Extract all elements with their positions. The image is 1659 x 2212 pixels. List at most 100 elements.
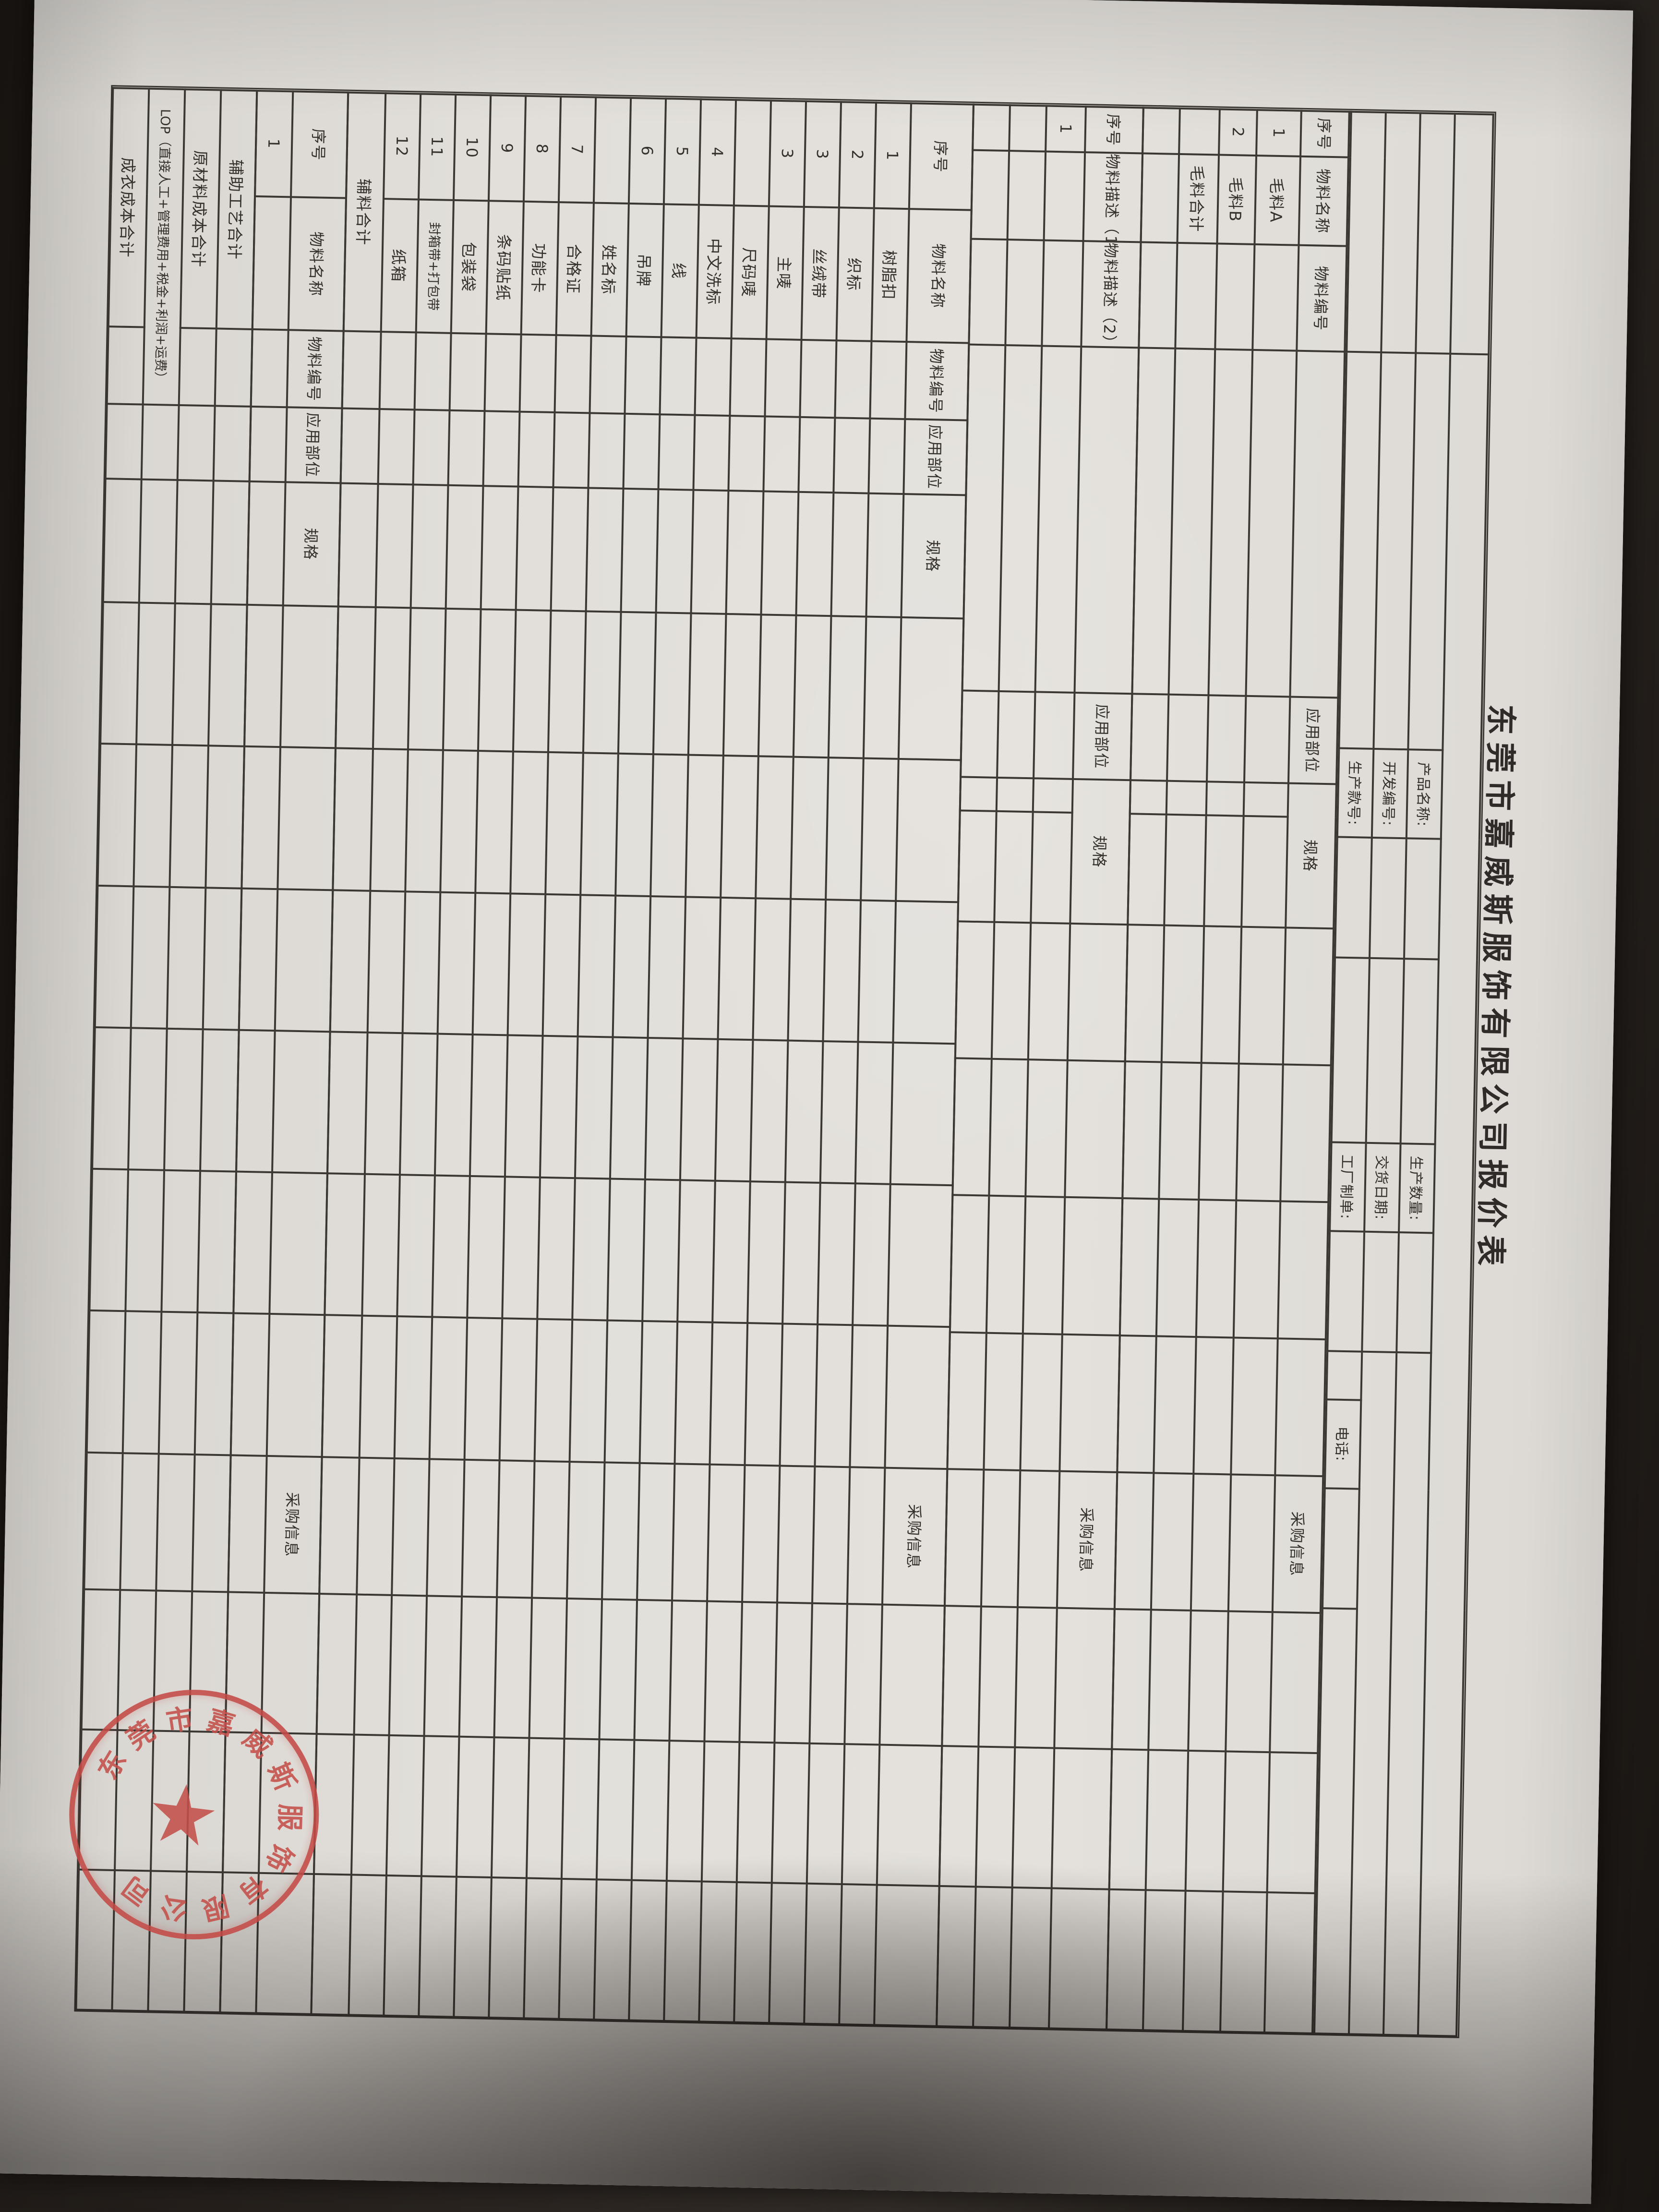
empty-cell bbox=[389, 1595, 427, 1736]
empty-cell bbox=[645, 1037, 683, 1180]
empty-cell bbox=[211, 481, 250, 605]
total-label: LOP（直接人工+管理费用+税金+利润+运费） bbox=[143, 88, 185, 405]
seal-character: 市 bbox=[164, 1703, 195, 1738]
empty-cell bbox=[991, 922, 1031, 1060]
empty-cell bbox=[602, 1462, 640, 1600]
empty-cell bbox=[513, 610, 551, 753]
empty-cell bbox=[615, 754, 653, 896]
empty-cell bbox=[660, 337, 697, 415]
empty-header-cell bbox=[893, 901, 959, 1044]
empty-cell bbox=[1208, 349, 1253, 696]
phone-value bbox=[1322, 1488, 1359, 1609]
empty-cell bbox=[84, 1452, 123, 1590]
empty-cell bbox=[973, 104, 1010, 151]
empty-cell bbox=[316, 1594, 357, 1735]
empty-cell bbox=[1241, 816, 1288, 928]
empty-header-cell bbox=[888, 1184, 953, 1327]
column-header: 应用部位 bbox=[903, 419, 968, 495]
row-number-cell: 4 bbox=[698, 99, 736, 206]
empty-cell bbox=[351, 1734, 389, 1875]
empty-cell bbox=[239, 888, 278, 1031]
row-number-cell: 2 bbox=[839, 102, 877, 208]
empty-cell bbox=[994, 811, 1033, 923]
row-number-cell: 7 bbox=[558, 96, 596, 203]
row-number-cell: 3 bbox=[769, 100, 806, 207]
empty-cell bbox=[249, 406, 287, 482]
empty-cell bbox=[192, 1454, 231, 1592]
row-number-cell bbox=[1179, 108, 1220, 155]
empty-cell bbox=[952, 1058, 992, 1196]
empty-cell bbox=[866, 493, 904, 617]
empty-cell bbox=[975, 1746, 1015, 1887]
empty-cell bbox=[1010, 1887, 1052, 2029]
empty-cell bbox=[683, 897, 721, 1039]
empty-cell bbox=[454, 1876, 492, 2018]
column-header: 采购信息 bbox=[1272, 1475, 1323, 1613]
empty-cell bbox=[133, 744, 173, 887]
style-no-value bbox=[1335, 837, 1372, 958]
empty-cell bbox=[1130, 694, 1169, 781]
empty-cell bbox=[804, 1883, 842, 2025]
empty-cell bbox=[730, 338, 767, 417]
empty-cell bbox=[437, 892, 476, 1034]
empty-cell bbox=[1015, 1607, 1057, 1748]
column-header: 规格 bbox=[283, 482, 341, 607]
empty-cell bbox=[1381, 112, 1420, 353]
empty-cell bbox=[950, 1195, 989, 1333]
empty-cell bbox=[1204, 815, 1244, 927]
empty-cell bbox=[1139, 242, 1178, 349]
empty-cell bbox=[978, 1606, 1018, 1748]
empty-cell bbox=[516, 486, 553, 611]
row-number-cell: 3 bbox=[804, 101, 842, 208]
empty-cell bbox=[1025, 1059, 1068, 1197]
empty-cell bbox=[97, 744, 137, 886]
empty-cell bbox=[969, 239, 1008, 346]
empty-cell bbox=[86, 1310, 126, 1453]
empty-cell bbox=[955, 921, 995, 1059]
empty-cell bbox=[1366, 958, 1404, 1144]
empty-cell bbox=[537, 1177, 575, 1320]
row-number-cell: 10 bbox=[453, 94, 491, 201]
empty-cell bbox=[944, 1468, 984, 1607]
empty-cell bbox=[761, 491, 799, 615]
empty-cell bbox=[839, 1884, 877, 2025]
empty-cell bbox=[577, 894, 616, 1037]
empty-cell bbox=[680, 1038, 718, 1181]
empty-cell bbox=[572, 1178, 610, 1321]
empty-cell bbox=[156, 1454, 195, 1591]
factory-order-value bbox=[1327, 1231, 1365, 1352]
seal-character: 服 bbox=[273, 1803, 306, 1831]
empty-cell bbox=[704, 1601, 743, 1743]
empty-cell bbox=[330, 890, 371, 1033]
empty-cell bbox=[1331, 957, 1370, 1143]
empty-cell bbox=[815, 1324, 853, 1467]
column-header: 序号 bbox=[291, 91, 349, 198]
empty-cell bbox=[139, 479, 178, 603]
empty-cell bbox=[639, 1321, 678, 1464]
empty-cell bbox=[828, 616, 866, 758]
empty-cell bbox=[483, 410, 520, 487]
empty-cell bbox=[750, 1040, 788, 1182]
empty-cell bbox=[200, 1029, 239, 1172]
empty-cell bbox=[95, 885, 134, 1028]
section-accessories: 序号 物料名称 物料编号 应用部位 规格 采购信息 1 树脂扣 2 织标 3 丝绒带 3 主唛 尺码唛 4 中文… bbox=[310, 92, 974, 2027]
empty-cell bbox=[850, 1325, 888, 1468]
empty-cell bbox=[103, 478, 142, 603]
empty-cell bbox=[336, 606, 376, 749]
empty-cell bbox=[589, 336, 626, 414]
empty-cell bbox=[1106, 1889, 1146, 2031]
empty-cell bbox=[693, 415, 730, 491]
empty-header-cell bbox=[1062, 1197, 1123, 1335]
column-header: 物料编号 bbox=[287, 330, 344, 409]
empty-cell bbox=[610, 1037, 648, 1180]
empty-cell bbox=[354, 1594, 392, 1736]
empty-cell bbox=[1164, 815, 1206, 926]
material-name-cell bbox=[1044, 151, 1085, 241]
empty-cell bbox=[806, 1743, 845, 1884]
product-name-value bbox=[1404, 838, 1441, 960]
empty-cell bbox=[863, 616, 902, 759]
empty-cell bbox=[823, 899, 861, 1042]
product-name-label: 产品名称: bbox=[1406, 749, 1443, 840]
empty-cell bbox=[1117, 1335, 1156, 1473]
empty-cell bbox=[92, 1027, 131, 1170]
